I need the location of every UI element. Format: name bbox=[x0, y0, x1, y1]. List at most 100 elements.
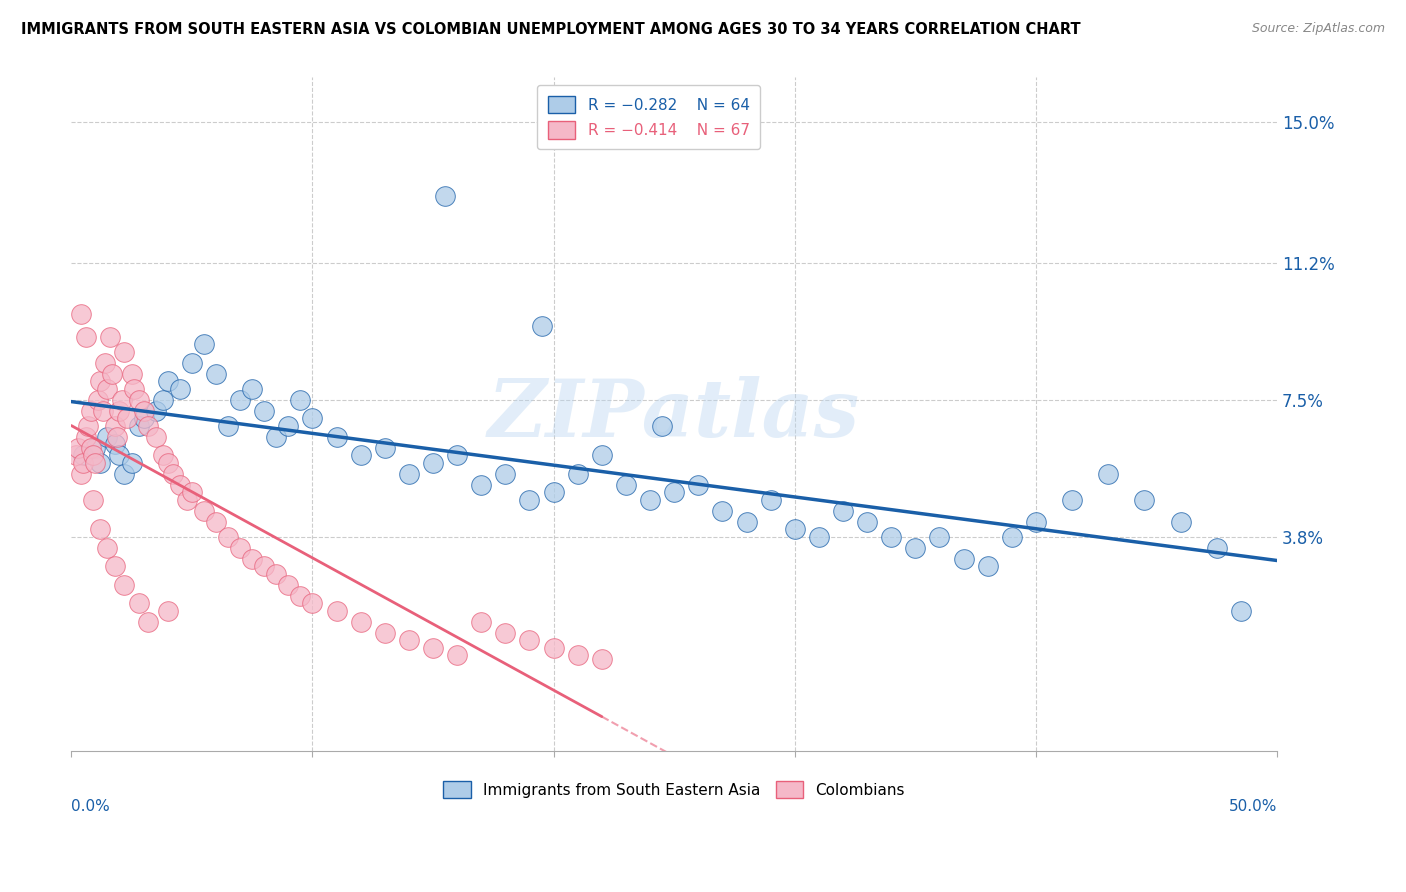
Point bbox=[104, 437, 127, 451]
Point bbox=[470, 478, 492, 492]
Point bbox=[70, 308, 93, 322]
Point bbox=[530, 318, 553, 333]
Point bbox=[112, 344, 135, 359]
Point bbox=[115, 411, 138, 425]
Point bbox=[1062, 492, 1084, 507]
Point bbox=[350, 615, 373, 629]
Point bbox=[180, 356, 202, 370]
Point bbox=[72, 448, 94, 462]
Point bbox=[1001, 530, 1024, 544]
Point bbox=[977, 559, 1000, 574]
Point bbox=[145, 403, 167, 417]
Legend: Immigrants from South Eastern Asia, Colombians: Immigrants from South Eastern Asia, Colo… bbox=[437, 774, 911, 805]
Point bbox=[1097, 467, 1119, 481]
Point bbox=[121, 367, 143, 381]
Point bbox=[567, 467, 589, 481]
Point bbox=[193, 504, 215, 518]
Point bbox=[807, 530, 830, 544]
Point bbox=[152, 392, 174, 407]
Point bbox=[591, 652, 613, 666]
Point bbox=[84, 441, 107, 455]
Point bbox=[543, 485, 565, 500]
Point bbox=[543, 640, 565, 655]
Point bbox=[96, 541, 118, 555]
Point bbox=[264, 430, 287, 444]
Point bbox=[325, 604, 347, 618]
Text: ZIPatlas: ZIPatlas bbox=[488, 376, 860, 453]
Point bbox=[253, 403, 276, 417]
Point bbox=[98, 329, 121, 343]
Point bbox=[105, 430, 128, 444]
Point bbox=[132, 411, 155, 425]
Point bbox=[240, 382, 263, 396]
Point bbox=[89, 374, 111, 388]
Point bbox=[229, 541, 252, 555]
Point bbox=[290, 589, 312, 603]
Text: 0.0%: 0.0% bbox=[72, 798, 110, 814]
Point bbox=[398, 467, 420, 481]
Point bbox=[904, 541, 927, 555]
Point bbox=[121, 456, 143, 470]
Text: IMMIGRANTS FROM SOUTH EASTERN ASIA VS COLOMBIAN UNEMPLOYMENT AMONG AGES 30 TO 34: IMMIGRANTS FROM SOUTH EASTERN ASIA VS CO… bbox=[21, 22, 1081, 37]
Point bbox=[193, 337, 215, 351]
Point bbox=[217, 418, 239, 433]
Point bbox=[217, 530, 239, 544]
Point bbox=[169, 478, 191, 492]
Point bbox=[112, 578, 135, 592]
Text: 50.0%: 50.0% bbox=[1229, 798, 1277, 814]
Point bbox=[75, 329, 97, 343]
Point bbox=[398, 633, 420, 648]
Point bbox=[104, 418, 127, 433]
Point bbox=[832, 504, 855, 518]
Point bbox=[138, 615, 160, 629]
Point bbox=[145, 430, 167, 444]
Point bbox=[70, 467, 93, 481]
Point bbox=[87, 392, 110, 407]
Point bbox=[614, 478, 637, 492]
Point bbox=[434, 189, 457, 203]
Point bbox=[638, 492, 661, 507]
Point bbox=[180, 485, 202, 500]
Point bbox=[104, 559, 127, 574]
Point bbox=[1025, 515, 1047, 529]
Point bbox=[91, 403, 114, 417]
Point bbox=[176, 492, 198, 507]
Point bbox=[96, 430, 118, 444]
Point bbox=[108, 448, 131, 462]
Point bbox=[301, 411, 323, 425]
Point bbox=[880, 530, 903, 544]
Point bbox=[138, 418, 160, 433]
Point bbox=[264, 566, 287, 581]
Point bbox=[89, 456, 111, 470]
Point bbox=[422, 456, 444, 470]
Point bbox=[591, 448, 613, 462]
Point bbox=[470, 615, 492, 629]
Point bbox=[89, 522, 111, 536]
Point bbox=[856, 515, 879, 529]
Point bbox=[156, 374, 179, 388]
Point bbox=[82, 492, 104, 507]
Point bbox=[122, 382, 145, 396]
Point bbox=[253, 559, 276, 574]
Point bbox=[711, 504, 734, 518]
Point bbox=[952, 552, 974, 566]
Point bbox=[77, 418, 100, 433]
Point bbox=[759, 492, 782, 507]
Point bbox=[928, 530, 950, 544]
Point bbox=[240, 552, 263, 566]
Point bbox=[162, 467, 184, 481]
Point bbox=[325, 430, 347, 444]
Point bbox=[567, 648, 589, 663]
Point bbox=[651, 418, 673, 433]
Point bbox=[494, 626, 516, 640]
Point bbox=[72, 456, 94, 470]
Point bbox=[205, 367, 228, 381]
Point bbox=[277, 578, 299, 592]
Point bbox=[1133, 492, 1156, 507]
Point bbox=[374, 626, 396, 640]
Point bbox=[67, 441, 90, 455]
Point bbox=[112, 467, 135, 481]
Point bbox=[374, 441, 396, 455]
Point bbox=[783, 522, 806, 536]
Point bbox=[128, 596, 150, 610]
